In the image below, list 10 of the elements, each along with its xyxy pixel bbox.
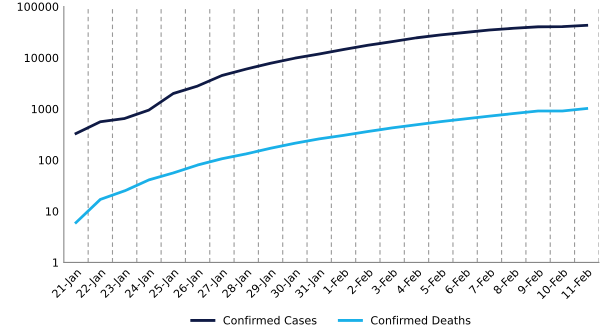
y-tick-label: 10 (46, 207, 58, 216)
y-tick-label: 10000 (24, 54, 58, 62)
line-series (74, 24, 588, 135)
y-tick-label: 100 (38, 156, 58, 164)
y-tick-label: 100000 (18, 2, 58, 11)
line-series (74, 107, 588, 224)
legend-label: Confirmed Deaths (371, 316, 470, 324)
y-tick-label: 1000 (32, 104, 58, 114)
y-tick-label: 1 (53, 258, 58, 267)
legend-label: Confirmed Cases (223, 316, 317, 324)
